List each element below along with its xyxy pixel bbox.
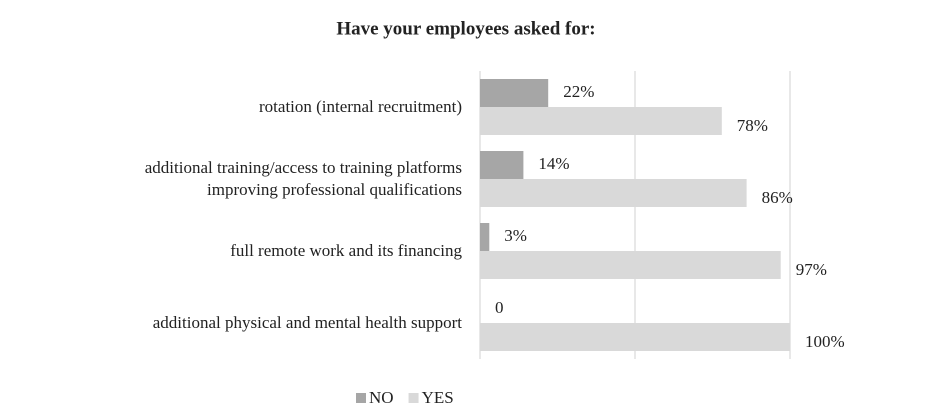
legend-swatch: [356, 393, 366, 403]
legend-label: YES: [422, 388, 454, 405]
bar: [480, 223, 490, 251]
data-label: 14%: [538, 154, 569, 173]
bar: [480, 107, 722, 135]
data-label: 3%: [504, 226, 527, 245]
legend-label: NO: [369, 388, 394, 405]
category-label: additional physical and mental health su…: [152, 313, 462, 332]
category-label: full remote work and its financing: [230, 241, 462, 260]
data-label: 97%: [796, 260, 827, 279]
bar: [480, 79, 549, 107]
data-label: 86%: [762, 188, 793, 207]
data-label: 0: [495, 298, 504, 317]
data-label: 22%: [563, 82, 594, 101]
bar: [480, 323, 790, 351]
bar: [480, 151, 524, 179]
category-label: additional training/access to training p…: [144, 158, 462, 199]
bar: [480, 251, 781, 279]
chart-title: Have your employees asked for:: [336, 18, 595, 39]
bar: [480, 179, 747, 207]
category-label: rotation (internal recruitment): [259, 97, 462, 116]
data-label: 100%: [805, 332, 845, 351]
legend-swatch: [408, 393, 419, 403]
data-label: 78%: [737, 116, 768, 135]
